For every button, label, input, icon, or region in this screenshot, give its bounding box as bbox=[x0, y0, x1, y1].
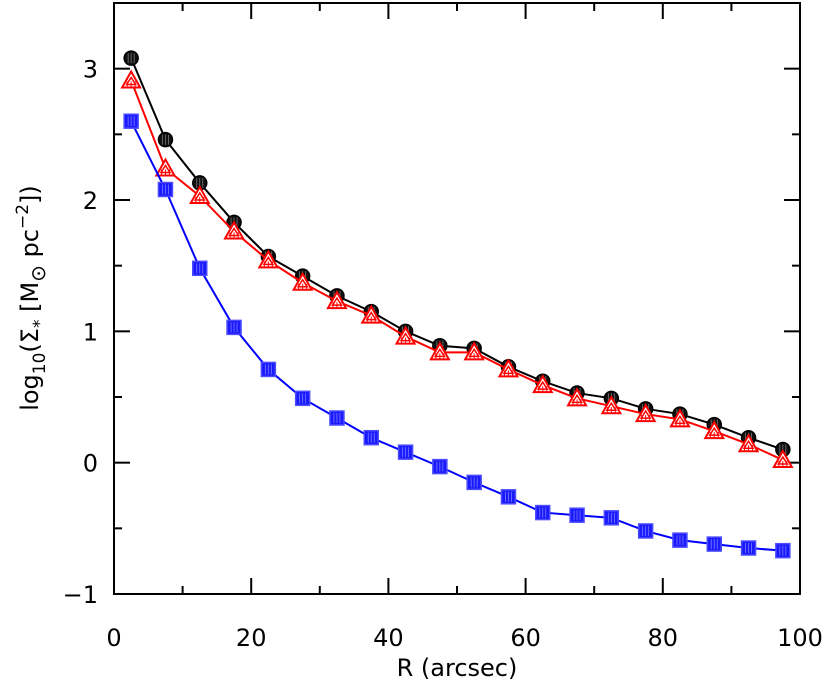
x-tick-label: 80 bbox=[648, 624, 679, 652]
series-circle bbox=[123, 50, 791, 458]
y-axis-label-part: pc bbox=[16, 229, 44, 265]
x-axis-label: R (arcsec) bbox=[397, 654, 518, 682]
y-tick-label: 0 bbox=[83, 450, 98, 478]
series-triangle bbox=[120, 69, 794, 469]
series-line bbox=[130, 57, 784, 451]
y-tick-label: −1 bbox=[63, 581, 98, 609]
series-group bbox=[120, 50, 794, 559]
series-square bbox=[123, 113, 791, 559]
y-tick-label: 3 bbox=[83, 56, 98, 84]
x-tick-label: 20 bbox=[236, 624, 267, 652]
y-tick-label: 1 bbox=[83, 318, 98, 346]
y-axis-label-part: ⊙ bbox=[26, 265, 50, 282]
series-line bbox=[130, 120, 783, 552]
y-tick-label: 2 bbox=[83, 187, 98, 215]
y-axis-label-part: log bbox=[16, 374, 44, 411]
ticks: 0 20 40 60 80 100 −1 0 1 2 3 bbox=[63, 2, 823, 652]
x-tick-label: 100 bbox=[777, 624, 823, 652]
y-axis-label-part: (Σ bbox=[16, 328, 44, 353]
x-tick-label: 0 bbox=[106, 624, 121, 652]
y-axis-label-part: 10 bbox=[30, 353, 50, 375]
series-line bbox=[130, 80, 784, 461]
y-axis-label-part: * bbox=[30, 320, 50, 329]
x-tick-label: 40 bbox=[373, 624, 404, 652]
y-axis-label-part: −2 bbox=[13, 204, 33, 229]
y-axis-label-part: [M bbox=[16, 282, 44, 320]
y-axis-label: log10(Σ* [M⊙ pc−2]) bbox=[13, 185, 50, 411]
x-tick-label: 60 bbox=[510, 624, 541, 652]
y-axis-label-part: ]) bbox=[16, 185, 44, 204]
